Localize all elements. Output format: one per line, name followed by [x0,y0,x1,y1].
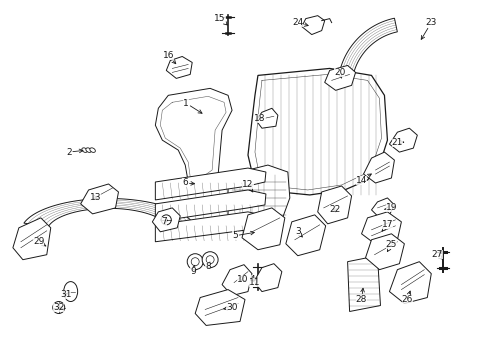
Text: 23: 23 [420,18,436,39]
Text: 5: 5 [232,231,254,240]
Polygon shape [24,198,193,226]
Text: 4: 4 [249,275,256,284]
Polygon shape [166,57,192,78]
Text: 24: 24 [291,18,307,27]
Polygon shape [253,264,281,292]
Text: 27: 27 [431,250,442,259]
Text: 10: 10 [237,275,248,284]
Polygon shape [388,128,416,152]
Polygon shape [371,198,394,218]
Polygon shape [155,212,265,242]
Text: 17: 17 [381,220,392,231]
Text: 29: 29 [33,237,46,246]
Text: 15: 15 [214,14,227,25]
Polygon shape [285,215,325,256]
Text: 20: 20 [333,68,345,78]
Text: 21: 21 [391,138,403,147]
Polygon shape [361,212,401,246]
Text: 14: 14 [355,174,370,185]
Ellipse shape [86,148,91,152]
Polygon shape [195,289,244,325]
Text: 22: 22 [328,206,340,215]
Text: 31: 31 [60,290,71,299]
Polygon shape [155,190,265,222]
Polygon shape [347,256,380,311]
Text: 1: 1 [183,99,202,113]
Circle shape [53,302,64,314]
Polygon shape [365,234,404,270]
Polygon shape [152,208,180,232]
Polygon shape [363,152,394,183]
Text: 9: 9 [190,265,196,276]
Circle shape [187,254,203,270]
Polygon shape [338,18,397,80]
Text: 7: 7 [161,217,167,226]
Text: 25: 25 [385,240,396,252]
Polygon shape [155,168,265,200]
Text: 32: 32 [53,303,64,312]
Polygon shape [324,66,355,90]
Ellipse shape [90,148,95,152]
Polygon shape [242,208,285,250]
Text: 8: 8 [205,262,211,271]
Circle shape [202,252,218,268]
Polygon shape [81,184,118,214]
Polygon shape [255,108,277,128]
Polygon shape [247,68,386,195]
Polygon shape [227,165,289,228]
Polygon shape [388,262,430,303]
Text: 2: 2 [66,148,83,157]
Polygon shape [317,186,351,224]
Polygon shape [155,88,232,185]
Text: 28: 28 [355,288,366,304]
Circle shape [206,256,214,264]
Circle shape [161,215,171,225]
Text: 19: 19 [384,203,396,212]
Text: 26: 26 [401,291,412,304]
Text: 11: 11 [249,278,260,287]
Text: 18: 18 [254,114,265,123]
Text: 16: 16 [162,51,175,64]
Text: 6: 6 [182,179,194,188]
Circle shape [191,258,199,266]
Ellipse shape [81,148,87,152]
Text: 30: 30 [224,303,237,312]
Polygon shape [222,265,251,296]
Text: 3: 3 [294,227,302,237]
Text: 13: 13 [90,193,101,202]
Polygon shape [13,218,51,260]
Ellipse shape [63,282,78,302]
Polygon shape [301,15,324,35]
Text: 12: 12 [242,180,253,192]
